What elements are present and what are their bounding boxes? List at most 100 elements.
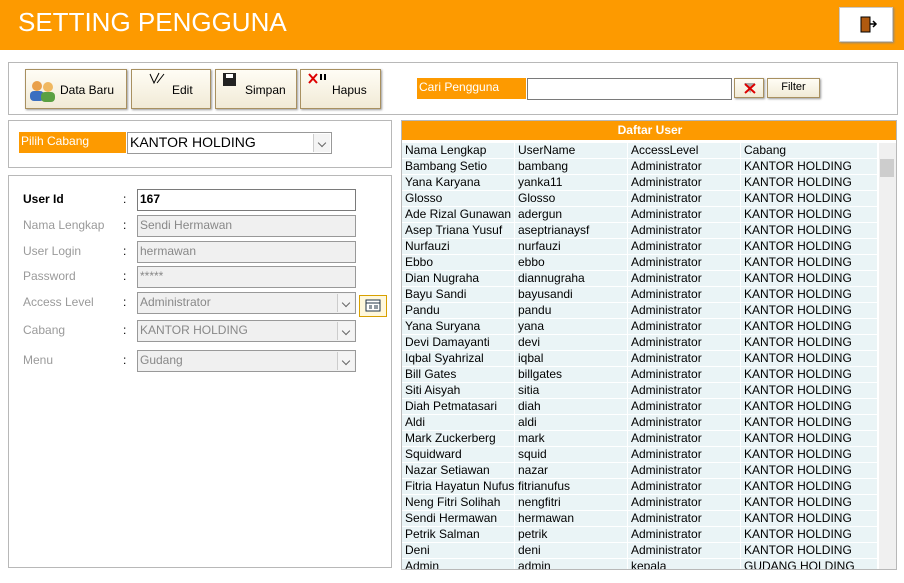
table-cell: bambang xyxy=(515,159,628,175)
table-cell: Administrator xyxy=(628,543,741,559)
button-label: Hapus xyxy=(332,83,367,97)
table-cell: KANTOR HOLDING xyxy=(741,191,878,207)
scroll-thumb[interactable] xyxy=(880,159,894,177)
table-cell: KANTOR HOLDING xyxy=(741,383,878,399)
field-label: Menu xyxy=(23,353,54,367)
field-label: Cabang xyxy=(23,323,66,337)
search-input[interactable] xyxy=(527,78,732,100)
table-cell: KANTOR HOLDING xyxy=(741,431,878,447)
table-cell: Pandu xyxy=(402,303,515,319)
filter-button[interactable]: Filter xyxy=(767,78,820,98)
lookup-icon xyxy=(365,299,381,312)
simpan-button[interactable]: Simpan xyxy=(215,69,297,109)
table-cell: deni xyxy=(515,543,628,559)
header: SETTING PENGGUNA xyxy=(0,0,904,50)
table-cell: Administrator xyxy=(628,159,741,175)
table-cell: Neng Fitri Solihah xyxy=(402,495,515,511)
table-cell: Administrator xyxy=(628,447,741,463)
table-cell: pandu xyxy=(515,303,628,319)
table-cell: KANTOR HOLDING xyxy=(741,367,878,383)
page-title: SETTING PENGGUNA xyxy=(18,7,287,37)
field-input[interactable]: ***** xyxy=(137,266,356,288)
field-input[interactable]: Sendi Hermawan xyxy=(137,215,356,237)
table-cell: KANTOR HOLDING xyxy=(741,223,878,239)
table-cell: KANTOR HOLDING xyxy=(741,543,878,559)
button-label: Filter xyxy=(781,81,806,93)
edit-icon xyxy=(149,72,165,85)
table-cell: Ebbo xyxy=(402,255,515,271)
lookup-button[interactable] xyxy=(359,295,387,317)
table-cell: Nurfauzi xyxy=(402,239,515,255)
scrollbar[interactable] xyxy=(879,143,896,569)
table-cell: Nazar Setiawan xyxy=(402,463,515,479)
table-cell: KANTOR HOLDING xyxy=(741,271,878,287)
table-cell: KANTOR HOLDING xyxy=(741,287,878,303)
table-cell: KANTOR HOLDING xyxy=(741,335,878,351)
exit-button[interactable] xyxy=(839,7,893,42)
field-label: User Id xyxy=(23,192,64,206)
toolbar: Data Baru Edit Simpan Hapus Cari Penggun… xyxy=(8,62,898,115)
branch-select[interactable]: KANTOR HOLDING xyxy=(127,132,332,154)
field-label: User Login xyxy=(23,244,82,258)
table-cell: KANTOR HOLDING xyxy=(741,239,878,255)
field-value: KANTOR HOLDING xyxy=(140,323,248,337)
edit-button[interactable]: Edit xyxy=(131,69,211,109)
field-label: Password xyxy=(23,269,76,283)
dropdown-arrow xyxy=(337,294,354,312)
users-icon xyxy=(30,81,55,102)
table-cell: KANTOR HOLDING xyxy=(741,463,878,479)
form-panel: User Id:167 Nama Lengkap: Sendi Hermawan Us… xyxy=(8,175,392,568)
table-cell: Administrator xyxy=(628,463,741,479)
table-cell: Deni xyxy=(402,543,515,559)
separator: : xyxy=(123,192,127,206)
table-cell: KANTOR HOLDING xyxy=(741,207,878,223)
field-input[interactable]: Gudang xyxy=(137,350,356,372)
table-cell: KANTOR HOLDING xyxy=(741,175,878,191)
table-cell: yana xyxy=(515,319,628,335)
table-cell: Administrator xyxy=(628,511,741,527)
table-cell: Petrik Salman xyxy=(402,527,515,543)
data-baru-button[interactable]: Data Baru xyxy=(25,69,127,109)
table-cell: KANTOR HOLDING xyxy=(741,351,878,367)
table-cell: bayusandi xyxy=(515,287,628,303)
table-cell: Dian Nugraha xyxy=(402,271,515,287)
table-cell: Administrator xyxy=(628,255,741,271)
hapus-button[interactable]: Hapus xyxy=(300,69,381,109)
table-cell: KANTOR HOLDING xyxy=(741,255,878,271)
table-cell: Administrator xyxy=(628,479,741,495)
table-cell: Administrator xyxy=(628,207,741,223)
field-input[interactable]: 167 xyxy=(137,189,356,211)
table-cell: aseptrianaysf xyxy=(515,223,628,239)
table-cell: Ade Rizal Gunawan xyxy=(402,207,515,223)
button-label: Simpan xyxy=(245,83,286,97)
clear-icon xyxy=(744,83,756,94)
table-cell: Asep Triana Yusuf xyxy=(402,223,515,239)
table-cell: KANTOR HOLDING xyxy=(741,447,878,463)
clear-filter-button[interactable] xyxy=(734,78,764,98)
table-cell: Administrator xyxy=(628,175,741,191)
table-cell: Administrator xyxy=(628,335,741,351)
table-cell: Aldi xyxy=(402,415,515,431)
field-input[interactable]: KANTOR HOLDING xyxy=(137,320,356,342)
field-value: Gudang xyxy=(140,353,183,367)
branch-label: Pilih Cabang xyxy=(19,132,126,153)
table-cell: nazar xyxy=(515,463,628,479)
separator: : xyxy=(123,295,127,309)
table-cell: Admin xyxy=(402,559,515,569)
field-value: hermawan xyxy=(140,244,197,258)
field-input[interactable]: hermawan xyxy=(137,241,356,263)
table-cell: billgates xyxy=(515,367,628,383)
table-cell: ebbo xyxy=(515,255,628,271)
table-cell: KANTOR HOLDING xyxy=(741,479,878,495)
table-cell: Fitria Hayatun Nufus xyxy=(402,479,515,495)
table-cell: Bambang Setio xyxy=(402,159,515,175)
table-cell: KANTOR HOLDING xyxy=(741,303,878,319)
table-cell: KANTOR HOLDING xyxy=(741,159,878,175)
table-cell: squid xyxy=(515,447,628,463)
field-input[interactable]: Administrator xyxy=(137,292,356,314)
branch-value: KANTOR HOLDING xyxy=(130,134,256,150)
user-table: Daftar User Nama Lengkap UserName AccessLe… xyxy=(401,120,897,570)
separator: : xyxy=(123,353,127,367)
table-cell: nurfauzi xyxy=(515,239,628,255)
